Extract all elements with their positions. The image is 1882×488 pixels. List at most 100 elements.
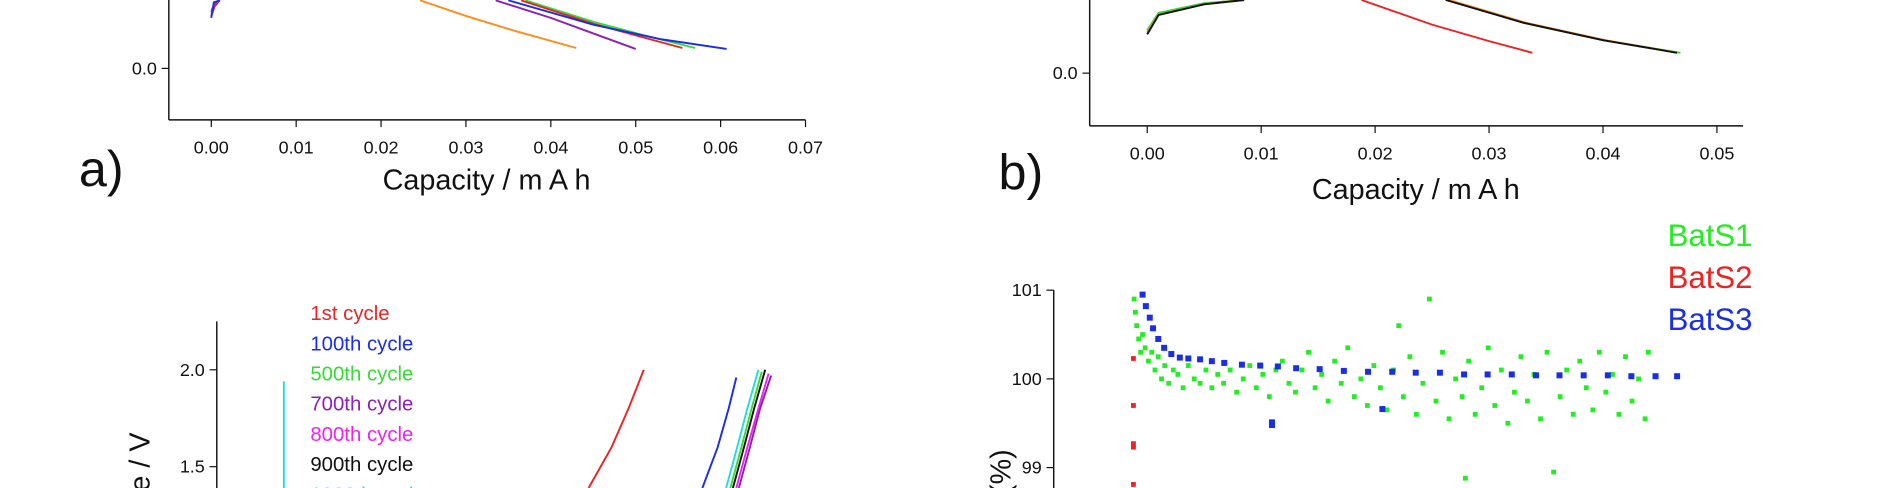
point	[1155, 354, 1161, 360]
point	[1453, 376, 1458, 382]
point	[1138, 349, 1144, 355]
plot-area	[1131, 291, 1681, 487]
legend-entry: 900th cycle	[310, 454, 413, 476]
point	[1365, 368, 1372, 375]
point	[1209, 385, 1215, 391]
point	[1351, 394, 1357, 400]
line	[737, 375, 773, 488]
panel: 1.5 2.0 e / V 1st cycle 100th cycle 500th cyc…	[125, 303, 773, 488]
point	[1136, 336, 1142, 342]
point	[1518, 354, 1524, 360]
plot-area	[1146, 0, 1681, 54]
point	[1378, 385, 1383, 391]
x-tick-label: 0.02	[364, 137, 399, 157]
point	[1610, 372, 1615, 377]
point	[1131, 444, 1136, 450]
point	[1234, 389, 1240, 395]
point	[1512, 389, 1517, 395]
x-axis-title: Capacity / m A h	[383, 164, 591, 196]
point	[1253, 385, 1259, 391]
point	[1338, 380, 1344, 386]
point	[1180, 385, 1186, 391]
point	[1149, 349, 1155, 355]
point	[1131, 441, 1136, 447]
point	[1227, 367, 1233, 373]
point	[1140, 332, 1145, 337]
point	[1446, 416, 1452, 422]
point	[1332, 358, 1338, 364]
line	[1146, 0, 1678, 54]
point	[1580, 372, 1587, 379]
point	[1185, 363, 1191, 368]
point	[1340, 367, 1347, 374]
y-axis-title: e / V	[125, 432, 157, 488]
point	[1240, 376, 1246, 382]
point	[1551, 469, 1557, 475]
point	[1155, 335, 1162, 342]
point	[1413, 411, 1419, 417]
point	[1159, 376, 1164, 382]
point	[1508, 371, 1515, 378]
y-axis-title: (%)	[986, 449, 1018, 488]
x-tick-label: 0.05	[1699, 143, 1734, 163]
point	[1247, 363, 1253, 368]
point	[1484, 371, 1491, 378]
point	[1492, 403, 1498, 408]
line	[701, 377, 738, 488]
point	[1400, 394, 1406, 400]
point	[1645, 349, 1651, 355]
point	[1131, 356, 1136, 361]
point	[1604, 372, 1611, 379]
point	[1134, 323, 1140, 329]
line	[282, 369, 760, 488]
point	[1596, 349, 1602, 355]
line	[210, 0, 577, 49]
point	[1538, 416, 1543, 422]
point	[1146, 314, 1153, 321]
point	[1139, 291, 1146, 298]
point	[1384, 407, 1390, 413]
x-tick-label: 0.05	[618, 137, 653, 157]
line	[729, 371, 763, 488]
point	[1131, 296, 1137, 302]
point	[1462, 475, 1468, 481]
point	[1407, 354, 1413, 360]
panel: 0.00 0.01 0.02 0.03 0.04 0.05 0.0 b) Capacity / …	[999, 0, 1744, 206]
point	[1293, 365, 1300, 372]
x-tick-label: 0.01	[279, 137, 314, 157]
point	[1150, 325, 1157, 332]
point	[1628, 373, 1635, 380]
point	[1636, 376, 1641, 382]
legend-entry: 100th cycle	[310, 333, 413, 355]
legend-entry: 800th cycle	[310, 424, 413, 446]
point	[1312, 385, 1318, 391]
point	[1570, 411, 1576, 417]
point	[1652, 373, 1659, 380]
legend-entry: BatS3	[1668, 302, 1753, 337]
x-tick-label: 0.00	[194, 137, 229, 157]
point	[1577, 358, 1583, 364]
point	[1161, 344, 1168, 351]
legend-entry: 1000th cycle	[310, 484, 424, 488]
point	[1358, 376, 1364, 382]
point	[1197, 380, 1203, 386]
point	[1412, 369, 1419, 376]
point	[1379, 406, 1386, 413]
point	[1532, 372, 1539, 379]
legend-entry: BatS1	[1668, 218, 1753, 253]
point	[1175, 372, 1181, 377]
point	[1274, 363, 1281, 370]
point	[1266, 394, 1272, 400]
point	[1603, 389, 1609, 395]
y-tick-label: 101	[1012, 280, 1042, 300]
x-tick-label: 0.04	[1586, 143, 1621, 163]
y-tick-label: 1.5	[180, 457, 205, 477]
point	[1142, 345, 1148, 351]
x-axis-title: Capacity / m A h	[1312, 174, 1520, 206]
line	[210, 0, 637, 50]
point	[1316, 366, 1323, 373]
x-tick-label: 0.03	[1472, 143, 1507, 163]
point	[1221, 359, 1228, 366]
